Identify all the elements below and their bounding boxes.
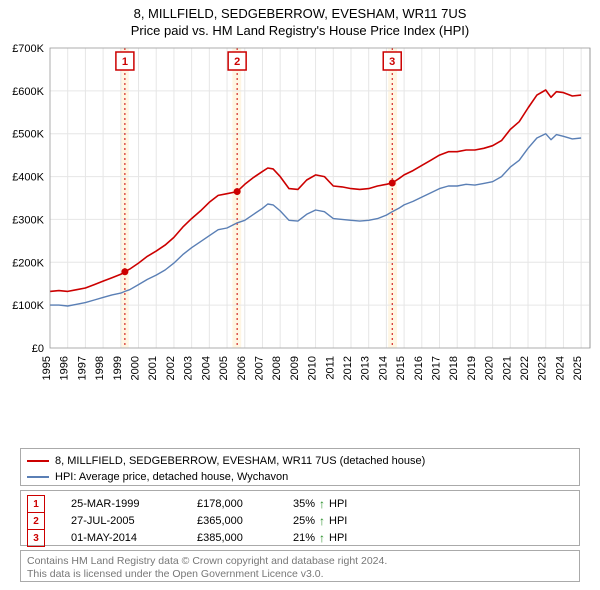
svg-text:£600K: £600K <box>12 86 44 98</box>
svg-text:2021: 2021 <box>501 356 513 380</box>
svg-text:1999: 1999 <box>112 356 124 380</box>
svg-text:2010: 2010 <box>307 356 319 380</box>
transaction-badge-icon: 3 <box>27 529 45 547</box>
transaction-row: 3 01-MAY-2014 £385,000 21% ↑ HPI <box>27 530 573 546</box>
transaction-date: 01-MAY-2014 <box>71 532 171 544</box>
transaction-date: 25-MAR-1999 <box>71 498 171 510</box>
transaction-price: £178,000 <box>197 498 267 510</box>
svg-text:2006: 2006 <box>236 356 248 380</box>
legend-swatch-property <box>27 460 49 462</box>
arrow-up-icon: ↑ <box>319 497 325 511</box>
svg-text:2012: 2012 <box>342 356 354 380</box>
svg-text:£0: £0 <box>32 343 44 355</box>
transaction-price: £365,000 <box>197 515 267 527</box>
transaction-date: 27-JUL-2005 <box>71 515 171 527</box>
arrow-up-icon: ↑ <box>319 514 325 528</box>
svg-text:2022: 2022 <box>519 356 531 380</box>
svg-text:2007: 2007 <box>253 356 265 380</box>
transaction-price: £385,000 <box>197 532 267 544</box>
transaction-badge-icon: 1 <box>27 495 45 513</box>
transaction-pct: 35% <box>293 498 315 510</box>
svg-text:2014: 2014 <box>377 356 389 380</box>
svg-text:2001: 2001 <box>147 356 159 380</box>
svg-text:£100K: £100K <box>12 300 44 312</box>
svg-text:£400K: £400K <box>12 172 44 184</box>
svg-text:1998: 1998 <box>94 356 106 380</box>
svg-text:2018: 2018 <box>448 356 460 380</box>
svg-text:2002: 2002 <box>165 356 177 380</box>
transaction-hpi-label: HPI <box>329 515 347 527</box>
svg-text:2013: 2013 <box>360 356 372 380</box>
svg-text:2009: 2009 <box>289 356 301 380</box>
svg-text:£500K: £500K <box>12 129 44 141</box>
svg-text:2000: 2000 <box>130 356 142 380</box>
title-line-2: Price paid vs. HM Land Registry's House … <box>0 23 600 38</box>
price-chart: £0 £100K £200K £300K £400K £500K £600K £700K 199… <box>0 38 600 408</box>
svg-text:2005: 2005 <box>218 356 230 380</box>
svg-text:2016: 2016 <box>413 356 425 380</box>
svg-text:2003: 2003 <box>183 356 195 380</box>
svg-text:2024: 2024 <box>554 356 566 380</box>
transaction-pct: 25% <box>293 515 315 527</box>
legend-swatch-hpi <box>27 476 49 478</box>
svg-text:£200K: £200K <box>12 257 44 269</box>
title-line-1: 8, MILLFIELD, SEDGEBERROW, EVESHAM, WR11… <box>0 6 600 21</box>
svg-text:1: 1 <box>122 56 128 68</box>
svg-text:£700K: £700K <box>12 43 44 55</box>
license-box: Contains HM Land Registry data © Crown c… <box>20 550 580 582</box>
license-line-2: This data is licensed under the Open Gov… <box>27 568 573 581</box>
transaction-row: 1 25-MAR-1999 £178,000 35% ↑ HPI <box>27 496 573 512</box>
transaction-badge-icon: 2 <box>27 512 45 530</box>
arrow-up-icon: ↑ <box>319 531 325 545</box>
svg-text:2020: 2020 <box>484 356 496 380</box>
svg-text:2004: 2004 <box>200 356 212 380</box>
transaction-pct: 21% <box>293 532 315 544</box>
svg-text:1995: 1995 <box>41 356 53 380</box>
svg-text:2025: 2025 <box>572 356 584 380</box>
svg-text:2: 2 <box>234 56 240 68</box>
legend-label-property: 8, MILLFIELD, SEDGEBERROW, EVESHAM, WR11… <box>55 455 425 467</box>
svg-text:2017: 2017 <box>431 356 443 380</box>
svg-text:£300K: £300K <box>12 214 44 226</box>
transactions-box: 1 25-MAR-1999 £178,000 35% ↑ HPI 2 27-JU… <box>20 490 580 546</box>
license-line-1: Contains HM Land Registry data © Crown c… <box>27 555 573 568</box>
svg-text:2019: 2019 <box>466 356 478 380</box>
svg-text:2023: 2023 <box>537 356 549 380</box>
legend-row-property: 8, MILLFIELD, SEDGEBERROW, EVESHAM, WR11… <box>27 453 573 469</box>
svg-text:2008: 2008 <box>271 356 283 380</box>
svg-text:1997: 1997 <box>76 356 88 380</box>
svg-text:1996: 1996 <box>59 356 71 380</box>
svg-text:3: 3 <box>389 56 395 68</box>
legend-label-hpi: HPI: Average price, detached house, Wych… <box>55 471 288 483</box>
transaction-row: 2 27-JUL-2005 £365,000 25% ↑ HPI <box>27 513 573 529</box>
svg-text:2015: 2015 <box>395 356 407 380</box>
legend-box: 8, MILLFIELD, SEDGEBERROW, EVESHAM, WR11… <box>20 448 580 486</box>
legend-row-hpi: HPI: Average price, detached house, Wych… <box>27 469 573 485</box>
transaction-hpi-label: HPI <box>329 498 347 510</box>
svg-text:2011: 2011 <box>324 356 336 380</box>
transaction-hpi-label: HPI <box>329 532 347 544</box>
